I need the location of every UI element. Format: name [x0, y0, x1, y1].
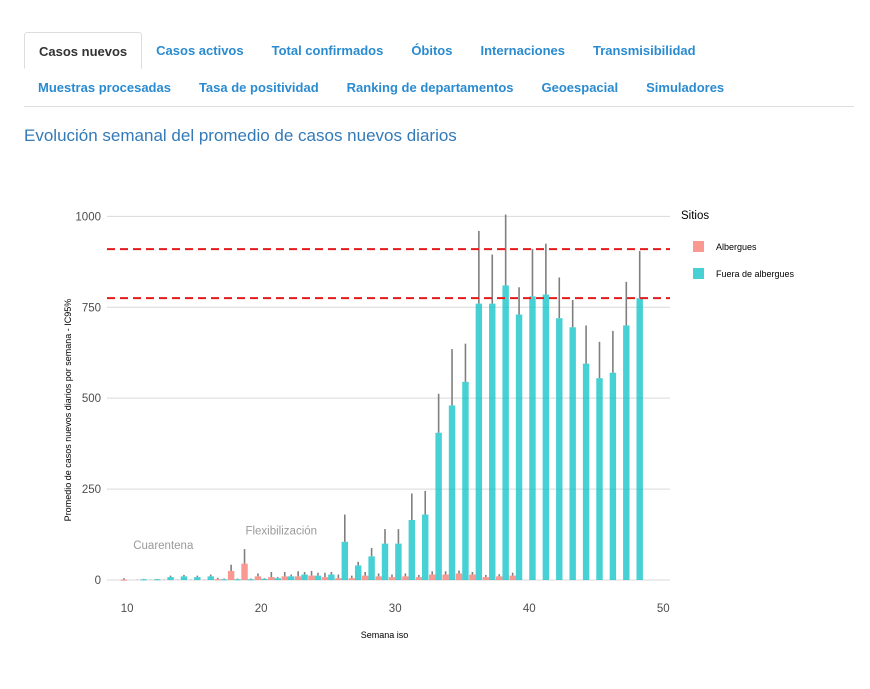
x-tick-label: 10 [121, 603, 134, 615]
annotation-label: Cuarentena [133, 540, 194, 552]
bar-albergues [482, 577, 490, 580]
tab-bar: Casos nuevos Casos activos Total confirmad… [24, 32, 854, 106]
tab-transmisibilidad[interactable]: Transmisibilidad [593, 43, 696, 58]
y-tick-label: 750 [82, 302, 101, 314]
bar-fuera-albergues [515, 314, 523, 580]
bar-fuera-albergues [475, 303, 483, 580]
x-tick-label: 40 [523, 603, 536, 615]
bar-albergues [455, 573, 463, 580]
bar-albergues [321, 577, 329, 580]
x-tick-label: 50 [657, 603, 670, 615]
bar-albergues [442, 574, 449, 580]
bar-fuera-albergues [448, 405, 456, 580]
bar-albergues [509, 575, 516, 580]
legend-swatch-albergues [693, 241, 704, 252]
bar-albergues [120, 579, 128, 581]
bar-albergues [241, 563, 248, 580]
bar-fuera-albergues [422, 514, 429, 580]
bar-albergues [388, 577, 396, 580]
bar-albergues [361, 575, 369, 580]
bar-albergues [428, 574, 436, 580]
bar-fuera-albergues [636, 298, 643, 580]
bar-fuera-albergues [261, 578, 268, 580]
bar-fuera-albergues [435, 432, 442, 580]
tab-muestras-procesadas[interactable]: Muestras procesadas [38, 80, 171, 95]
legend-label: Fuera de albergues [716, 269, 795, 279]
x-tick-label: 20 [255, 603, 268, 615]
bar-fuera-albergues [314, 575, 322, 580]
bar-albergues [294, 576, 302, 580]
bar-albergues [268, 577, 275, 580]
bar-fuera-albergues [180, 576, 188, 580]
bar-fuera-albergues [207, 576, 214, 580]
bar-fuera-albergues [395, 543, 402, 580]
bar-fuera-albergues [596, 378, 603, 580]
tab-internaciones[interactable]: Internaciones [480, 43, 566, 58]
bar-fuera-albergues [194, 577, 201, 580]
bar-fuera-albergues [140, 579, 147, 581]
tab-row-primary: Casos nuevos Casos activos Total confirmad… [24, 32, 854, 69]
bar-fuera-albergues [623, 325, 630, 580]
y-tick-label: 250 [82, 484, 101, 496]
bar-albergues [254, 576, 262, 580]
bar-albergues [415, 577, 423, 580]
tab-tasa-de-positividad[interactable]: Tasa de positividad [198, 80, 319, 95]
bar-fuera-albergues [234, 579, 241, 581]
tab-casos-nuevos[interactable]: Casos nuevos [24, 32, 143, 69]
y-tick-label: 1000 [75, 211, 101, 223]
page-title: Evolución semanal del promedio de casos … [24, 126, 457, 145]
bar-fuera-albergues [167, 577, 174, 580]
bar-fuera-albergues [462, 381, 469, 580]
y-axis-title: Promedio de casos nuevos diarios por sem… [63, 299, 73, 522]
bar-fuera-albergues [341, 541, 349, 580]
bar-fuera-albergues [247, 579, 255, 581]
x-axis-title: Semana iso [361, 630, 409, 640]
bar-fuera-albergues [408, 520, 416, 580]
y-tick-label: 0 [95, 575, 101, 587]
bar-fuera-albergues [529, 296, 536, 580]
tab-obitos[interactable]: Óbitos [411, 43, 453, 58]
x-tick-label: 30 [389, 603, 402, 615]
bar-albergues [402, 576, 409, 580]
bar-albergues [227, 570, 235, 580]
bar-albergues [496, 576, 503, 580]
legend-swatch-fuera-albergues [693, 268, 704, 279]
legend-label: Albergues [716, 242, 757, 252]
bar-fuera-albergues [301, 574, 308, 580]
bar-fuera-albergues [328, 574, 335, 580]
bar-albergues [335, 578, 342, 580]
bar-fuera-albergues [502, 285, 509, 580]
annotation-label: Flexibilización [245, 526, 317, 538]
bar-fuera-albergues [556, 318, 563, 580]
bar-albergues [308, 575, 315, 580]
bar-albergues [469, 574, 476, 580]
tab-simuladores[interactable]: Simuladores [646, 80, 725, 95]
tab-casos-activos[interactable]: Casos activos [156, 43, 244, 58]
bar-fuera-albergues [582, 363, 590, 580]
bar-fuera-albergues [220, 579, 228, 581]
bar-albergues [375, 576, 382, 580]
bar-albergues [214, 579, 221, 581]
tab-geoespacial[interactable]: Geoespacial [541, 80, 619, 95]
bar-fuera-albergues [542, 294, 550, 580]
bar-albergues [281, 576, 288, 580]
bar-fuera-albergues [489, 303, 496, 580]
bar-fuera-albergues [381, 543, 389, 580]
bar-fuera-albergues [569, 327, 576, 580]
tab-row-secondary: Muestras procesadas Tasa de positividad Ra… [24, 69, 854, 106]
bar-fuera-albergues [153, 579, 161, 581]
tab-total-confirmados[interactable]: Total confirmados [271, 43, 384, 58]
bar-fuera-albergues [609, 372, 617, 580]
legend-title: Sitios [681, 210, 709, 222]
bar-fuera-albergues [274, 578, 281, 580]
bar-albergues [348, 578, 355, 580]
tab-ranking-de-departamentos[interactable]: Ranking de departamentos [346, 80, 514, 95]
y-tick-label: 500 [82, 393, 101, 405]
tab-bar-divider [24, 106, 854, 107]
bar-fuera-albergues [354, 565, 362, 580]
bar-fuera-albergues [368, 556, 375, 580]
bar-fuera-albergues [287, 576, 295, 580]
